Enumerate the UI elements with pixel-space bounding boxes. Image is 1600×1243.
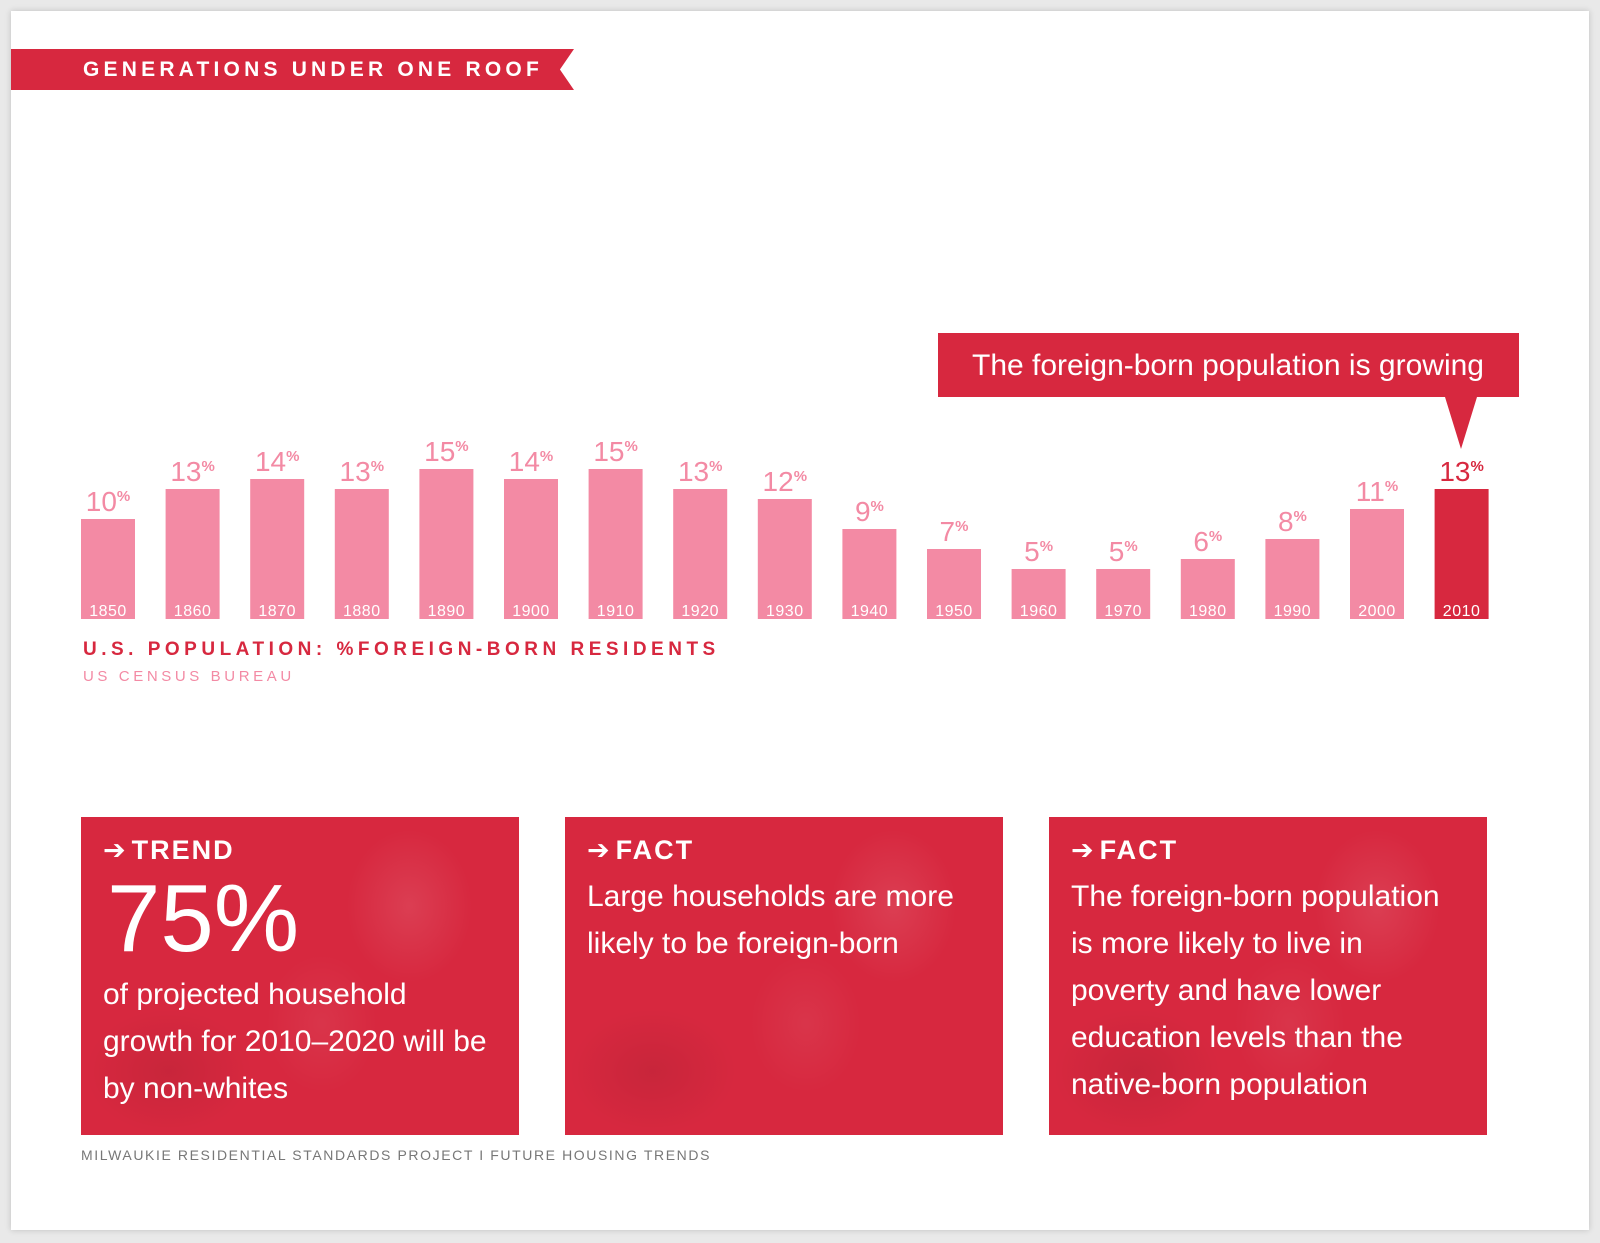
year-label-1970: 1970 [1104,603,1142,620]
trend-card: ➔ TREND 75% of projected household growth… [81,817,519,1135]
fact-card-households: ➔ FACT Large households are more likely t… [565,817,1003,1135]
value-label-1860: 13% [170,456,215,487]
value-label-2000: 11% [1356,476,1398,507]
card-photo-texture [565,817,1003,1135]
value-label-1910: 15% [593,436,638,467]
bar-1960 [1011,569,1066,619]
value-label-1870: 14% [255,446,300,477]
value-label-1940: 9% [855,496,884,527]
callout-box [938,333,1519,449]
year-label-1940: 1940 [851,603,889,620]
card-label-text: FACT [1099,835,1179,865]
bar-1940 [842,529,897,619]
bar-1900 [504,479,558,619]
card-label: ➔ FACT [1071,835,1178,866]
bar-1860 [165,489,220,619]
value-label-1960: 5% [1024,536,1053,567]
value-label-1900: 14% [509,446,554,477]
bar-2010 [1434,489,1489,619]
card-label-text: FACT [615,835,695,865]
footer-text: MILWAUKIE RESIDENTIAL STANDARDS PROJECT … [81,1147,712,1163]
year-label-2000: 2000 [1358,603,1396,620]
callout-text: The foreign-born population is growing [972,349,1484,382]
year-label-1910: 1910 [597,603,635,620]
value-label-1970: 5% [1109,536,1138,567]
card-photo-texture [1049,817,1487,1135]
value-label-1990: 8% [1278,506,1307,537]
year-label-1950: 1950 [935,603,973,620]
year-label-1900: 1900 [512,603,550,620]
arrow-right-icon: ➔ [1071,835,1096,865]
value-label-1890: 15% [424,436,469,467]
bar-1850 [81,519,135,619]
bar-1950 [927,549,981,619]
bar-1990 [1265,539,1320,619]
value-label-1920: 13% [678,456,723,487]
bar-1910 [588,469,643,619]
bar-1970 [1096,569,1151,619]
chart-annotation-callout: The foreign-born population is growing [938,333,1519,449]
bar-1930 [757,499,812,619]
year-label-2010: 2010 [1443,603,1481,620]
value-label-1930: 12% [763,466,808,497]
foreign-born-bar-chart: 10% 1850 13% 1860 14% 1870 13% 1880 15% 1890 14% 19… [81,333,1519,620]
value-label-1880: 13% [340,456,385,487]
card-text: The foreign-born population is more like… [1071,880,1440,1101]
arrow-right-icon: ➔ [587,835,612,865]
bar-1870 [250,479,305,619]
year-label-1980: 1980 [1189,603,1227,620]
year-label-1990: 1990 [1274,603,1312,620]
year-label-1930: 1930 [766,603,804,620]
bar-1890 [419,469,474,619]
value-label-2010: 13% [1439,456,1484,487]
card-text: of projected household growth for 2010–2… [103,978,487,1105]
trend-stat: 75% [107,865,300,972]
fact-card-poverty: ➔ FACT The foreign-born population is mor… [1049,817,1487,1135]
chart-source: US CENSUS BUREAU [83,668,295,685]
bar-1880 [334,489,389,619]
bar-1920 [673,489,728,619]
year-label-1920: 1920 [681,603,719,620]
year-label-1870: 1870 [258,603,296,620]
value-label-1950: 7% [940,516,969,547]
card-label: ➔ FACT [587,835,694,866]
card-label: ➔ TREND [103,835,235,866]
value-label-1850: 10% [86,486,131,517]
card-label-text: TREND [131,835,235,865]
chart-bars: 10% 1850 13% 1860 14% 1870 13% 1880 15% 1890 14% 19… [81,436,1489,620]
arrow-right-icon: ➔ [103,835,128,865]
bar-2000 [1350,509,1404,619]
year-label-1960: 1960 [1020,603,1058,620]
value-label-1980: 6% [1193,526,1222,557]
card-photo-texture [81,817,519,1135]
header-ribbon: GENERATIONS UNDER ONE ROOF [11,49,574,90]
bar-1980 [1180,559,1235,619]
chart-title: U.S. POPULATION: %FOREIGN-BORN RESIDENTS [83,639,720,660]
card-text: Large households are more likely to be f… [587,880,954,960]
year-label-1880: 1880 [343,603,381,620]
ribbon-label: GENERATIONS UNDER ONE ROOF [83,58,543,81]
page: GENERATIONS UNDER ONE ROOF 10% 1850 13% 186… [11,11,1589,1230]
year-label-1850: 1850 [89,603,127,620]
year-label-1890: 1890 [428,603,466,620]
year-label-1860: 1860 [174,603,212,620]
